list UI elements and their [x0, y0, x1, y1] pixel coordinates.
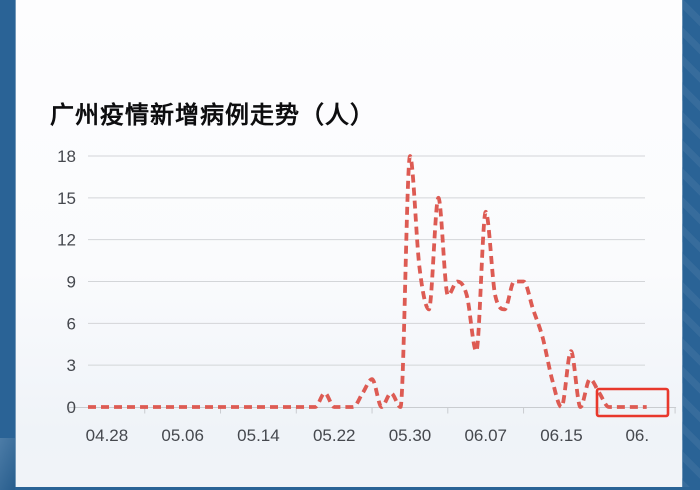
x-axis-tick-label: 06.07	[464, 426, 507, 445]
x-axis-tick-label: 05.22	[313, 426, 356, 445]
right-edge-bar	[682, 0, 700, 490]
y-axis-tick-label: 18	[57, 147, 76, 166]
x-axis-tick-label: 04.28	[86, 426, 129, 445]
case-trend-dashed-line	[87, 154, 647, 409]
y-axis-tick-label: 6	[67, 314, 76, 333]
y-axis-tick-label: 12	[57, 231, 76, 250]
highlight-annotation	[595, 387, 670, 418]
x-axis-tick-label: 05.14	[237, 426, 280, 445]
y-axis-tick-label: 9	[67, 273, 76, 292]
left-edge-bar	[0, 0, 16, 490]
chart-title: 广州疫情新增病例走势（人）	[50, 102, 375, 129]
trend-line	[87, 154, 647, 409]
y-axis-tick-label: 3	[67, 356, 76, 375]
x-axis-tick-label: 06.15	[540, 426, 583, 445]
corner-streak-decoration	[0, 438, 15, 490]
gridlines	[88, 155, 645, 366]
x-axis-tick-label: 05.30	[389, 426, 432, 445]
bottom-edge-bar	[0, 487, 700, 490]
axis-labels: 0 3 6 9 12 15 18 04.28 05.06 05.14 05.22 05.30 06.07…	[57, 147, 649, 445]
y-axis-tick-label: 0	[67, 398, 76, 417]
x-axis-tick-label: 05.06	[161, 426, 204, 445]
x-axis-tick-label: 06.	[625, 426, 649, 445]
y-axis-tick-label: 15	[57, 189, 76, 208]
highlight-box	[595, 387, 670, 418]
